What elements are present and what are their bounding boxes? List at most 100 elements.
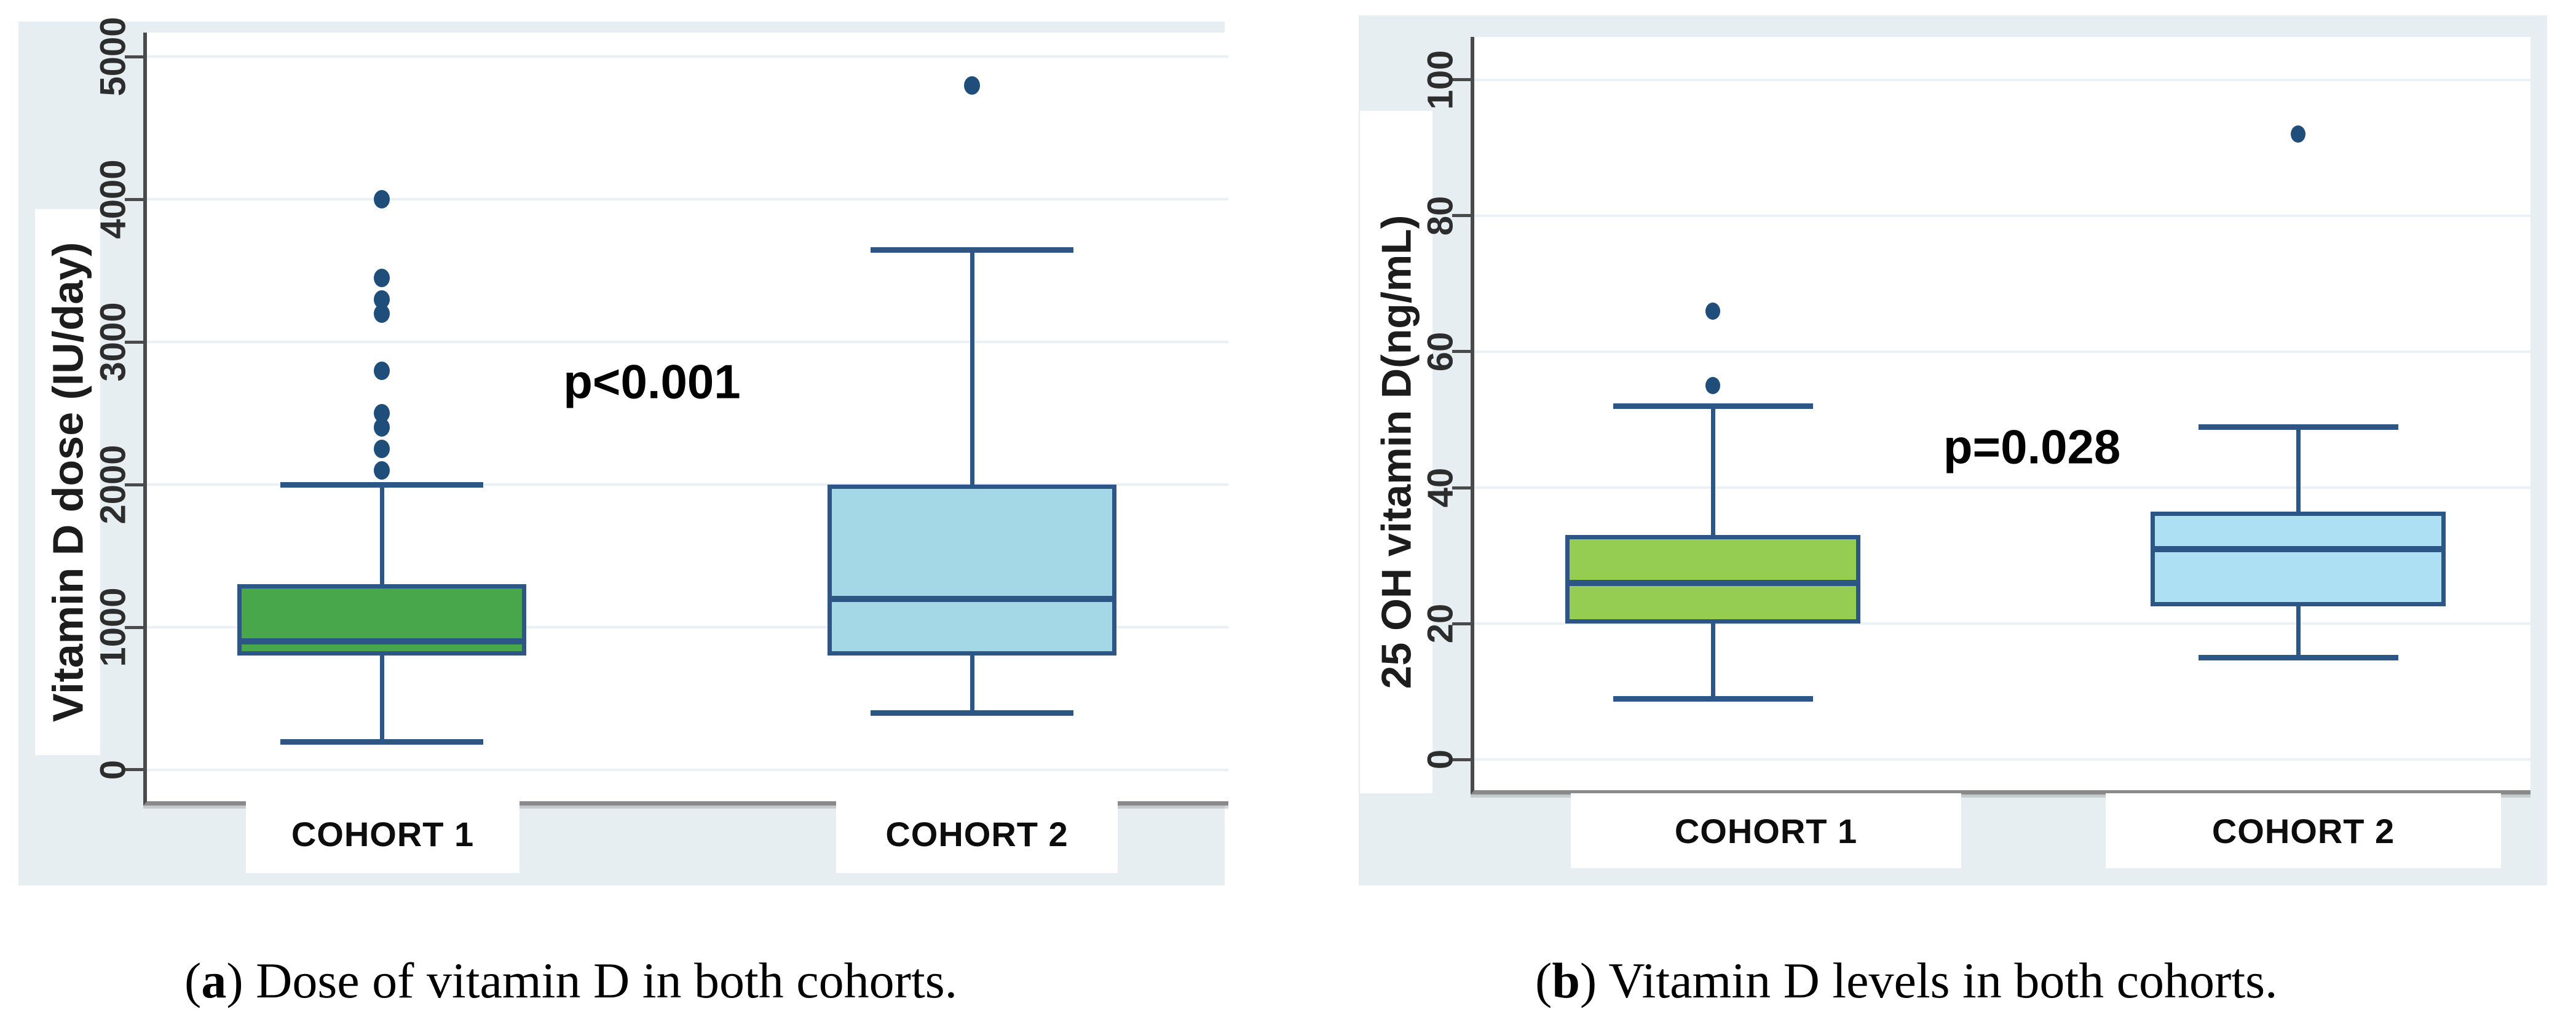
x-category-label: COHORT 2 — [836, 795, 1118, 873]
whisker-lower — [970, 656, 974, 713]
caption-letter: a — [201, 953, 227, 1008]
gridline — [147, 55, 1228, 58]
plot-area-b: 0 20 40 60 80 100 p=0.028 — [1421, 37, 2531, 794]
median-line — [1570, 579, 1856, 586]
y-tick-label-text: 20 — [1420, 603, 1461, 644]
box-iqr — [1565, 535, 1860, 624]
boxplot-panel-b: 25 OH vitamin D(ng/mL) 0 20 40 60 80 100 p=0.0… — [1359, 15, 2547, 885]
whisker-cap-lower — [2198, 655, 2398, 661]
y-tick-mark — [125, 197, 147, 201]
gridline — [147, 198, 1228, 201]
outlier-point — [374, 461, 390, 480]
gridline — [147, 341, 1228, 344]
outlier-point — [374, 361, 390, 380]
whisker-lower — [379, 656, 384, 742]
box-iqr — [237, 584, 526, 656]
caption-paren: ( — [1535, 953, 1552, 1008]
whisker-cap-upper — [871, 247, 1073, 253]
y-tick-mark — [125, 55, 147, 58]
whisker-cap-upper — [2198, 424, 2398, 430]
caption-text: Dose of vitamin D in both cohorts. — [256, 953, 958, 1008]
y-axis-title-box: 25 OH vitamin D(ng/mL) — [1360, 111, 1432, 793]
outlier-point — [374, 268, 390, 287]
whisker-lower — [2296, 606, 2301, 658]
y-tick-label-text: 5000 — [93, 17, 133, 97]
x-category-label: COHORT 1 — [1571, 793, 1961, 868]
y-tick-label-text: 1000 — [93, 587, 133, 667]
whisker-cap-lower — [1613, 695, 1813, 702]
y-tick-label-text: 80 — [1420, 196, 1461, 236]
y-tick-mark — [1452, 486, 1474, 489]
gridline — [1474, 486, 2531, 489]
whisker-upper — [379, 485, 384, 585]
y-tick-mark — [125, 483, 147, 486]
y-tick-label-text: 3000 — [93, 302, 133, 382]
gridline — [147, 768, 1228, 771]
y-tick-label-text: 100 — [1420, 50, 1461, 110]
outlier-point — [374, 440, 390, 459]
y-axis-title: Vitamin D dose (IU/day) — [44, 242, 92, 723]
caption-paren: ) — [226, 953, 256, 1008]
caption-paren: ( — [184, 953, 202, 1008]
y-tick-mark — [1452, 622, 1474, 625]
outlier-point — [1705, 377, 1720, 395]
y-tick-mark — [125, 340, 147, 344]
y-axis-title-box: Vitamin D dose (IU/day) — [35, 209, 100, 755]
outlier-point — [964, 76, 980, 95]
whisker-lower — [1710, 624, 1715, 699]
gridline — [1474, 758, 2531, 761]
gridline — [147, 483, 1228, 486]
whisker-upper — [2296, 426, 2301, 512]
plot-area-a: 0 1000 2000 3000 4000 5000 p<0.001 — [93, 17, 1228, 806]
gridline — [147, 626, 1228, 629]
y-tick-label-text: 60 — [1420, 331, 1461, 372]
boxplot-panel-a: Vitamin D dose (IU/day) 0 1000 2000 3000 400… — [18, 17, 1228, 885]
y-tick-mark — [1452, 758, 1474, 761]
whisker-cap-upper — [280, 482, 483, 488]
y-tick-mark — [1452, 78, 1474, 82]
median-line — [242, 638, 522, 645]
gridline — [1474, 78, 2531, 81]
y-tick-mark — [125, 768, 147, 772]
caption-paren: ) — [1579, 953, 1609, 1008]
y-tick-label-text: 4000 — [93, 159, 133, 239]
x-category-label: COHORT 2 — [2106, 793, 2501, 868]
whisker-cap-upper — [1613, 403, 1813, 410]
caption-letter: b — [1552, 953, 1580, 1008]
y-tick-label-text: 0 — [1420, 750, 1461, 770]
gridline — [1474, 350, 2531, 353]
y-axis-title: 25 OH vitamin D(ng/mL) — [1373, 215, 1420, 689]
p-value-label: p<0.001 — [563, 354, 741, 409]
y-tick-label-text: 40 — [1420, 467, 1461, 508]
median-line — [2155, 545, 2441, 552]
x-category-label: COHORT 1 — [246, 795, 520, 873]
y-tick-mark — [125, 625, 147, 629]
y-tick-mark — [1452, 214, 1474, 218]
outlier-point — [1705, 302, 1720, 320]
caption-text: Vitamin D levels in both cohorts. — [1608, 953, 2278, 1008]
y-tick-mark — [1452, 350, 1474, 354]
outlier-point — [374, 404, 390, 423]
y-tick-label-text: 2000 — [93, 445, 133, 525]
whisker-upper — [970, 249, 974, 485]
x-category-label-text: COHORT 1 — [1674, 811, 1858, 850]
outlier-point — [374, 290, 390, 309]
outlier-point — [374, 190, 390, 209]
x-category-label-text: COHORT 1 — [291, 815, 475, 854]
gridline — [1474, 214, 2531, 217]
caption-a: (a) Dose of vitamin D in both cohorts. — [184, 952, 957, 1010]
median-line — [832, 595, 1112, 602]
whisker-upper — [1710, 406, 1715, 536]
gridline — [1474, 622, 2531, 625]
x-category-label-text: COHORT 2 — [2211, 811, 2395, 850]
caption-b: (b) Vitamin D levels in both cohorts. — [1535, 952, 2278, 1010]
p-value-label: p=0.028 — [1943, 419, 2121, 474]
whisker-cap-lower — [280, 739, 483, 745]
outlier-point — [2291, 125, 2305, 143]
box-iqr — [2151, 511, 2446, 607]
x-category-label-text: COHORT 2 — [885, 815, 1069, 854]
y-tick-label-text: 0 — [93, 759, 133, 780]
box-iqr — [828, 485, 1116, 656]
whisker-cap-lower — [871, 710, 1073, 716]
